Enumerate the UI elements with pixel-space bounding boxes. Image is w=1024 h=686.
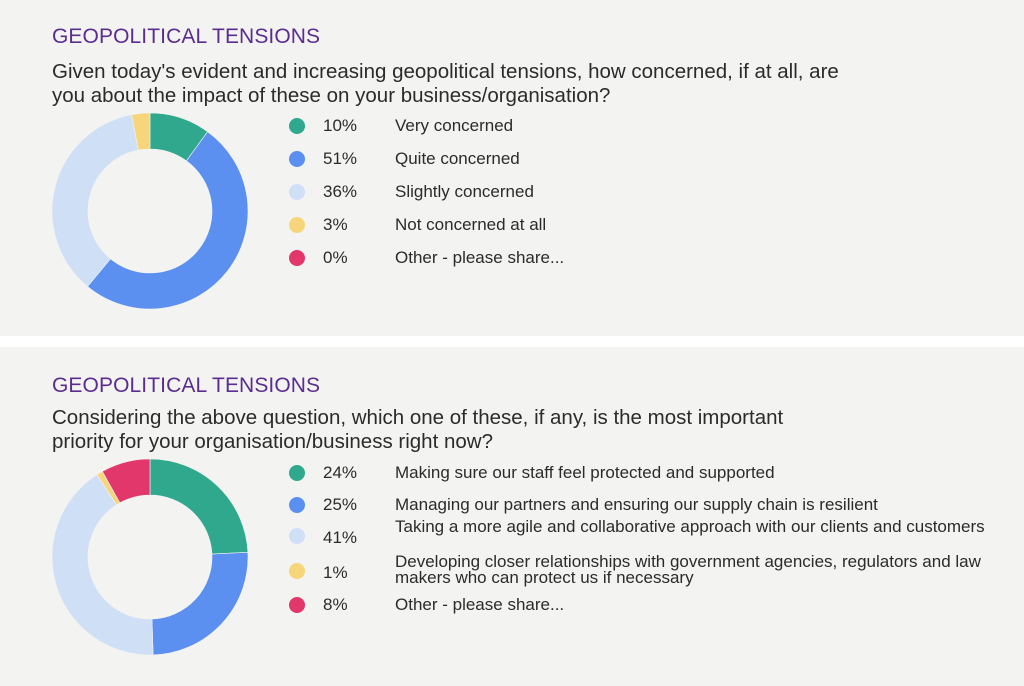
legend-swatch — [289, 217, 305, 233]
legend-swatch — [289, 528, 305, 544]
legend-percentage: 51% — [323, 149, 358, 168]
donut-hole — [88, 149, 212, 273]
donut-hole — [88, 495, 212, 619]
legend-label: Other - please share... — [395, 595, 565, 614]
legend-swatch — [289, 563, 305, 579]
legend-swatch — [289, 597, 305, 613]
legend-item: 1% Developing closer relationships with g… — [288, 553, 1008, 588]
legend-label: Taking a more agile and collaborative ap… — [395, 517, 985, 536]
legend-item: 10% Very concerned — [288, 116, 1008, 142]
legend-item: 41% Taking a more agile and collaborative… — [288, 518, 1008, 553]
legend-swatch — [289, 250, 305, 266]
donut-chart — [51, 112, 249, 310]
survey-panel-2: GEOPOLITICAL TENSIONS Considering the ab… — [0, 347, 1024, 686]
question-text: Considering the above question, which on… — [52, 406, 784, 453]
legend-label: Not concerned at all — [395, 215, 547, 234]
donut-slice-5 — [101, 458, 151, 504]
legend-item: 24% Making sure our staff feel protected … — [288, 463, 1008, 489]
section-title: GEOPOLITICAL TENSIONS — [52, 25, 321, 48]
survey-panel-1: GEOPOLITICAL TENSIONS Given today's evid… — [0, 0, 1024, 336]
legend-percentage: 25% — [323, 495, 358, 514]
legend-item: 8% Other - please share... — [288, 595, 1008, 621]
legend-label: Making sure our staff feel protected and… — [395, 463, 775, 482]
legend-item: 36% Slightly concerned — [288, 182, 1008, 208]
legend-item: 51% Quite concerned — [288, 149, 1008, 175]
legend-swatch — [289, 465, 305, 481]
donut-chart — [51, 458, 249, 656]
legend-percentage: 36% — [323, 182, 358, 201]
legend-item: 25% Managing our partners and ensuring ou… — [288, 495, 1008, 521]
legend-percentage: 0% — [323, 248, 348, 267]
legend-percentage: 8% — [323, 595, 348, 614]
legend-label: Slightly concerned — [395, 182, 534, 201]
legend-percentage: 41% — [323, 528, 358, 547]
legend-swatch — [289, 497, 305, 513]
legend-percentage: 1% — [323, 563, 348, 582]
legend-swatch — [289, 151, 305, 167]
legend-percentage: 3% — [323, 215, 348, 234]
section-title: GEOPOLITICAL TENSIONS — [52, 374, 321, 397]
legend-percentage: 24% — [323, 463, 358, 482]
question-text: Given today's evident and increasing geo… — [52, 60, 839, 107]
legend-label: Other - please share... — [395, 248, 565, 267]
legend-label: Quite concerned — [395, 149, 520, 168]
legend-label: Managing our partners and ensuring our s… — [395, 495, 878, 514]
legend-swatch — [289, 118, 305, 134]
legend-label: Very concerned — [395, 116, 514, 135]
legend-swatch — [289, 184, 305, 200]
legend-percentage: 10% — [323, 116, 358, 135]
legend-item: 0% Other - please share... — [288, 248, 1008, 274]
legend-label: Developing closer relationships with gov… — [395, 552, 981, 587]
legend-item: 3% Not concerned at all — [288, 215, 1008, 241]
